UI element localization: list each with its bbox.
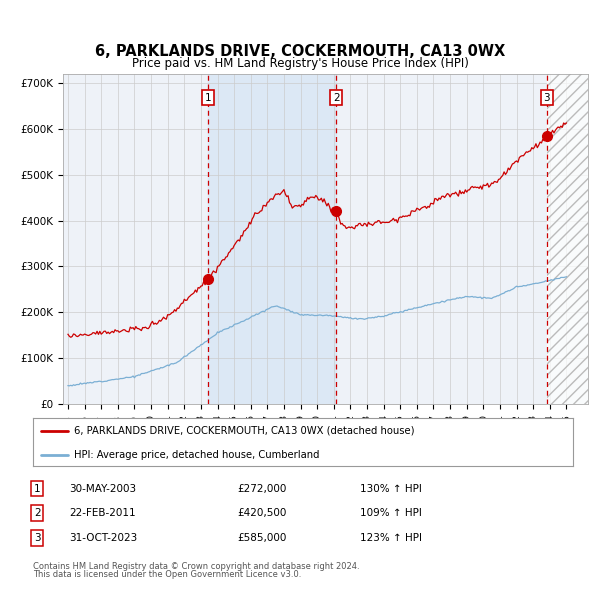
- Text: £585,000: £585,000: [237, 533, 286, 543]
- Text: Price paid vs. HM Land Registry's House Price Index (HPI): Price paid vs. HM Land Registry's House …: [131, 57, 469, 70]
- Text: 3: 3: [544, 93, 550, 103]
- Text: 2: 2: [34, 509, 41, 518]
- Text: 1: 1: [34, 484, 41, 493]
- Bar: [208, 74, 336, 404]
- Text: 31-OCT-2023: 31-OCT-2023: [69, 533, 137, 543]
- Text: 30-MAY-2003: 30-MAY-2003: [69, 484, 136, 493]
- Text: 6, PARKLANDS DRIVE, COCKERMOUTH, CA13 0WX (detached house): 6, PARKLANDS DRIVE, COCKERMOUTH, CA13 0W…: [74, 426, 414, 436]
- Text: This data is licensed under the Open Government Licence v3.0.: This data is licensed under the Open Gov…: [33, 571, 301, 579]
- Text: 130% ↑ HPI: 130% ↑ HPI: [360, 484, 422, 493]
- Text: £420,500: £420,500: [237, 509, 286, 518]
- Text: £272,000: £272,000: [237, 484, 286, 493]
- Text: 1: 1: [205, 93, 211, 103]
- Text: 3: 3: [34, 533, 41, 543]
- Text: HPI: Average price, detached house, Cumberland: HPI: Average price, detached house, Cumb…: [74, 450, 319, 460]
- Text: 2: 2: [333, 93, 340, 103]
- Text: Contains HM Land Registry data © Crown copyright and database right 2024.: Contains HM Land Registry data © Crown c…: [33, 562, 359, 571]
- Text: 109% ↑ HPI: 109% ↑ HPI: [360, 509, 422, 518]
- Text: 123% ↑ HPI: 123% ↑ HPI: [360, 533, 422, 543]
- Text: 22-FEB-2011: 22-FEB-2011: [69, 509, 136, 518]
- Text: 6, PARKLANDS DRIVE, COCKERMOUTH, CA13 0WX: 6, PARKLANDS DRIVE, COCKERMOUTH, CA13 0W…: [95, 44, 505, 59]
